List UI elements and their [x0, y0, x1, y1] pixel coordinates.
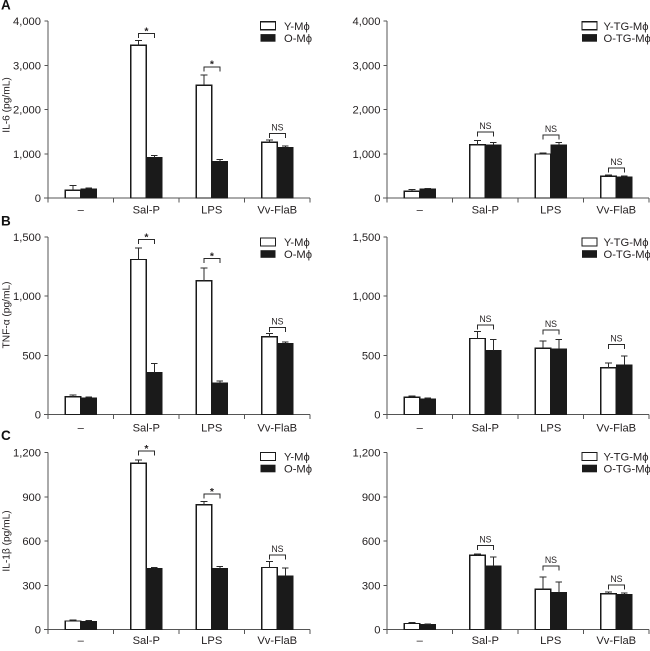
- svg-text:LPS: LPS: [201, 205, 222, 217]
- svg-text:–: –: [417, 635, 424, 646]
- svg-text:IL-1β (pg/mL): IL-1β (pg/mL): [2, 510, 13, 571]
- svg-text:Sal-P: Sal-P: [472, 205, 499, 217]
- svg-text:Y-Mϕ: Y-Mϕ: [284, 21, 310, 33]
- svg-text:Sal-P: Sal-P: [472, 635, 499, 646]
- svg-text:1,500: 1,500: [13, 232, 41, 244]
- svg-text:O-TG-Mϕ: O-TG-Mϕ: [604, 249, 650, 261]
- svg-text:NS: NS: [479, 314, 491, 324]
- svg-text:Y-TG-Mϕ: Y-TG-Mϕ: [604, 21, 649, 33]
- svg-text:NS: NS: [271, 123, 283, 133]
- svg-text:LPS: LPS: [201, 423, 222, 435]
- svg-text:Vv-FlaB: Vv-FlaB: [257, 635, 297, 646]
- svg-text:Y-Mϕ: Y-Mϕ: [284, 237, 310, 249]
- svg-text:–: –: [417, 423, 424, 435]
- svg-text:O-Mϕ: O-Mϕ: [284, 249, 312, 261]
- svg-text:O-TG-Mϕ: O-TG-Mϕ: [604, 33, 650, 45]
- svg-text:1,000: 1,000: [353, 149, 381, 161]
- svg-text:500: 500: [22, 350, 41, 362]
- svg-text:NS: NS: [545, 124, 557, 134]
- svg-text:B: B: [1, 214, 11, 229]
- svg-text:Sal-P: Sal-P: [472, 423, 499, 435]
- svg-text:Sal-P: Sal-P: [133, 205, 160, 217]
- svg-text:Vv-FlaB: Vv-FlaB: [596, 635, 636, 646]
- svg-text:LPS: LPS: [540, 423, 561, 435]
- svg-text:900: 900: [362, 492, 381, 504]
- svg-text:0: 0: [374, 410, 380, 422]
- svg-text:A: A: [1, 0, 11, 13]
- svg-text:LPS: LPS: [540, 205, 561, 217]
- svg-text:NS: NS: [271, 317, 283, 327]
- svg-text:NS: NS: [545, 555, 557, 565]
- svg-text:Vv-FlaB: Vv-FlaB: [596, 423, 636, 435]
- svg-text:0: 0: [35, 625, 41, 637]
- svg-text:1,200: 1,200: [13, 448, 41, 460]
- svg-text:–: –: [78, 423, 85, 435]
- svg-text:600: 600: [22, 536, 41, 548]
- svg-text:LPS: LPS: [540, 635, 561, 646]
- svg-text:1,500: 1,500: [353, 232, 381, 244]
- svg-text:1,200: 1,200: [353, 448, 381, 460]
- svg-text:3,000: 3,000: [353, 60, 381, 72]
- svg-text:0: 0: [35, 193, 41, 205]
- svg-text:4,000: 4,000: [353, 16, 381, 28]
- svg-text:NS: NS: [610, 157, 622, 167]
- svg-text:TNF-α (pg/mL): TNF-α (pg/mL): [2, 281, 13, 348]
- svg-text:300: 300: [362, 580, 381, 592]
- svg-text:C: C: [1, 428, 11, 443]
- svg-text:NS: NS: [271, 544, 283, 554]
- svg-text:Vv-FlaB: Vv-FlaB: [596, 205, 636, 217]
- svg-text:4,000: 4,000: [13, 16, 41, 28]
- svg-text:NS: NS: [610, 334, 622, 344]
- svg-text:1,000: 1,000: [353, 291, 381, 303]
- svg-text:O-TG-Mϕ: O-TG-Mϕ: [604, 464, 650, 476]
- svg-text:Vv-FlaB: Vv-FlaB: [257, 205, 297, 217]
- svg-text:Vv-FlaB: Vv-FlaB: [257, 423, 297, 435]
- svg-text:O-Mϕ: O-Mϕ: [284, 464, 312, 476]
- svg-text:600: 600: [362, 536, 381, 548]
- svg-text:NS: NS: [545, 319, 557, 329]
- svg-text:300: 300: [22, 580, 41, 592]
- svg-text:–: –: [417, 205, 424, 217]
- svg-text:O-Mϕ: O-Mϕ: [284, 33, 312, 45]
- svg-text:Sal-P: Sal-P: [133, 635, 160, 646]
- svg-text:Y-Mϕ: Y-Mϕ: [284, 452, 310, 464]
- svg-text:Y-TG-Mϕ: Y-TG-Mϕ: [604, 237, 649, 249]
- svg-text:IL-6 (pg/mL): IL-6 (pg/mL): [2, 77, 13, 132]
- svg-text:LPS: LPS: [201, 635, 222, 646]
- svg-text:0: 0: [35, 410, 41, 422]
- svg-text:0: 0: [374, 193, 380, 205]
- svg-text:NS: NS: [479, 121, 491, 131]
- svg-text:0: 0: [374, 625, 380, 637]
- svg-text:1,000: 1,000: [13, 291, 41, 303]
- svg-text:500: 500: [362, 350, 381, 362]
- svg-text:900: 900: [22, 492, 41, 504]
- svg-text:Sal-P: Sal-P: [133, 423, 160, 435]
- svg-text:2,000: 2,000: [13, 105, 41, 117]
- svg-text:–: –: [78, 635, 85, 646]
- svg-text:NS: NS: [610, 574, 622, 584]
- svg-text:3,000: 3,000: [13, 60, 41, 72]
- svg-text:Y-TG-Mϕ: Y-TG-Mϕ: [604, 452, 649, 464]
- svg-text:1,000: 1,000: [13, 149, 41, 161]
- svg-text:2,000: 2,000: [353, 105, 381, 117]
- svg-text:NS: NS: [479, 535, 491, 545]
- svg-text:–: –: [78, 205, 85, 217]
